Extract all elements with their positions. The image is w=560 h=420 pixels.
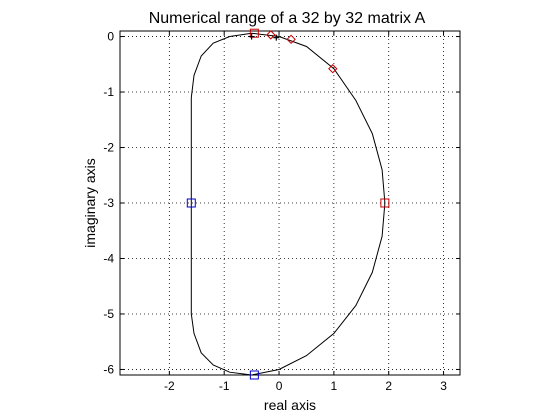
square-marker bbox=[380, 198, 390, 208]
numerical-range-boundary bbox=[190, 32, 386, 376]
chart-title: Numerical range of a 32 by 32 matrix A bbox=[149, 10, 426, 27]
x-tick-label: 3 bbox=[440, 379, 447, 393]
square-marker bbox=[249, 370, 259, 380]
x-tick-label: 0 bbox=[276, 379, 283, 393]
y-tick-label: -3 bbox=[103, 196, 114, 210]
y-axis-label: imaginary axis bbox=[82, 158, 98, 247]
y-tick-label: -4 bbox=[103, 251, 114, 265]
diamond-marker bbox=[286, 34, 296, 45]
y-tick-label: -1 bbox=[103, 85, 114, 99]
axis-ticks: -2 -1 0 1 2 3 0 -1 -2 -3 -4 -5 -6 bbox=[103, 30, 460, 393]
y-tick-label: -2 bbox=[103, 141, 114, 155]
diamond-marker bbox=[328, 64, 338, 74]
y-tick-label: -6 bbox=[103, 362, 114, 376]
square-marker bbox=[249, 28, 259, 38]
x-tick-label: -1 bbox=[219, 379, 230, 393]
y-tick-label: 0 bbox=[107, 30, 114, 44]
square-marker bbox=[186, 198, 196, 208]
x-tick-label: 1 bbox=[331, 379, 338, 393]
x-axis-label: real axis bbox=[264, 397, 316, 413]
diamond-marker bbox=[266, 30, 276, 40]
x-tick-label: -2 bbox=[164, 379, 175, 393]
x-tick-label: 2 bbox=[385, 379, 392, 393]
grid-lines bbox=[120, 31, 460, 375]
data-layer bbox=[186, 28, 390, 380]
y-tick-label: -5 bbox=[103, 307, 114, 321]
